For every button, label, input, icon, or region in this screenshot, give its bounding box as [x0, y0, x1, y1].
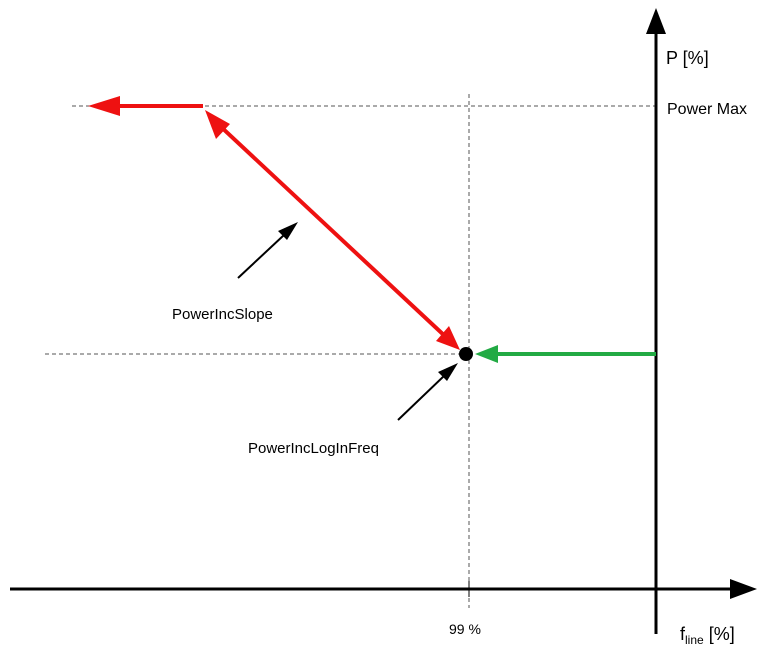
power-inc-slope-label: PowerIncSlope — [172, 306, 273, 323]
x-axis-label-unit: [%] — [704, 624, 735, 644]
red-slope-line — [217, 123, 449, 340]
x-tick-99-label: 99 % — [449, 621, 481, 637]
x-axis-label: fline [%] — [680, 624, 735, 647]
slope-pointer-arrowhead — [278, 222, 298, 240]
y-axis-label: P [%] — [666, 48, 709, 68]
red-left-arrowhead — [88, 96, 120, 116]
operating-point-dot — [459, 347, 473, 361]
red-slope-arrowhead-top — [205, 110, 230, 139]
power-max-label: Power Max — [667, 101, 747, 118]
x-axis-label-main: f — [680, 624, 686, 644]
x-axis-arrowhead — [730, 579, 757, 599]
power-inc-login-freq-label: PowerIncLogInFreq — [248, 440, 379, 457]
login-freq-pointer-arrow — [397, 374, 446, 421]
red-slope-arrowhead-bottom — [436, 326, 460, 350]
y-axis-arrowhead — [646, 8, 666, 34]
green-arrowhead — [475, 345, 498, 363]
slope-pointer-arrow — [237, 234, 285, 279]
x-axis-label-subscript: line — [685, 633, 704, 647]
login-freq-pointer-arrowhead — [438, 363, 458, 381]
